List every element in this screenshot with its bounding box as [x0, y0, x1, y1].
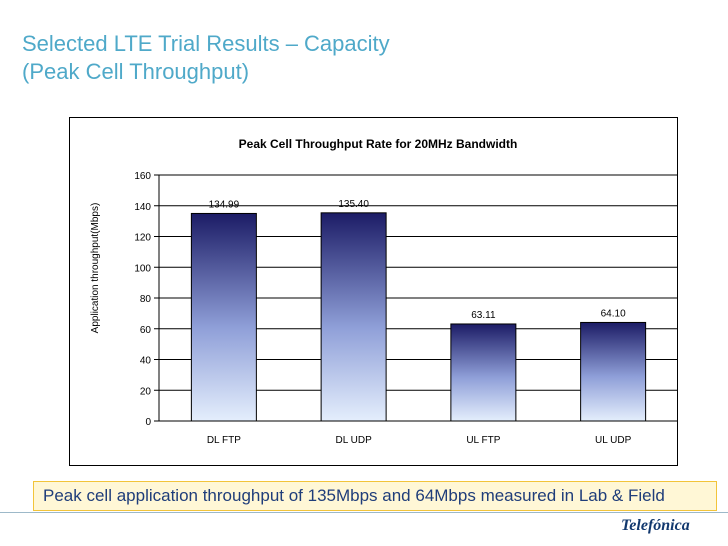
bar [190, 212, 257, 422]
y-tick-label: 60 [140, 325, 152, 336]
footer-divider [0, 512, 728, 513]
y-tick-label: 40 [140, 356, 152, 367]
bar [450, 323, 517, 422]
x-tick-label: DL UDP [335, 435, 372, 446]
x-tick-label: UL UDP [595, 435, 632, 446]
data-label: 134.99 [209, 199, 240, 210]
bar [320, 212, 387, 422]
x-tick-label: DL FTP [207, 435, 241, 446]
y-axis-label: Application throughput(Mbps) [90, 203, 101, 334]
slide-title-line-2: (Peak Cell Throughput) [22, 59, 250, 84]
chart-frame: Peak Cell Throughput Rate for 20MHz Band… [69, 117, 678, 466]
telefonica-logo: Telefónica [621, 517, 690, 534]
y-tick-label: 120 [134, 233, 151, 244]
y-tick-label: 20 [140, 386, 152, 397]
footer-note: Peak cell application throughput of 135M… [43, 486, 665, 505]
y-tick-label: 140 [134, 202, 151, 213]
y-tick-label: 160 [134, 171, 151, 182]
y-tick-label: 80 [140, 294, 152, 305]
y-tick-label: 0 [145, 417, 151, 428]
plot-area: 0 20 40 60 80 100 120 140 160 134.99 DL FTP 135.40 D… [134, 171, 678, 446]
y-tick-label: 100 [134, 263, 151, 274]
slide-title-line-1: Selected LTE Trial Results – Capacity [22, 31, 390, 56]
bar [580, 321, 647, 422]
data-label: 63.11 [471, 310, 496, 321]
x-tick-label: UL FTP [466, 435, 500, 446]
data-label: 135.40 [338, 199, 369, 210]
bar-chart: Peak Cell Throughput Rate for 20MHz Band… [90, 137, 678, 446]
slide-title: Selected LTE Trial Results – Capacity (P… [22, 30, 390, 86]
chart-title: Peak Cell Throughput Rate for 20MHz Band… [239, 137, 518, 151]
data-label: 64.10 [601, 308, 626, 319]
footer-note-box: Peak cell application throughput of 135M… [33, 481, 717, 511]
